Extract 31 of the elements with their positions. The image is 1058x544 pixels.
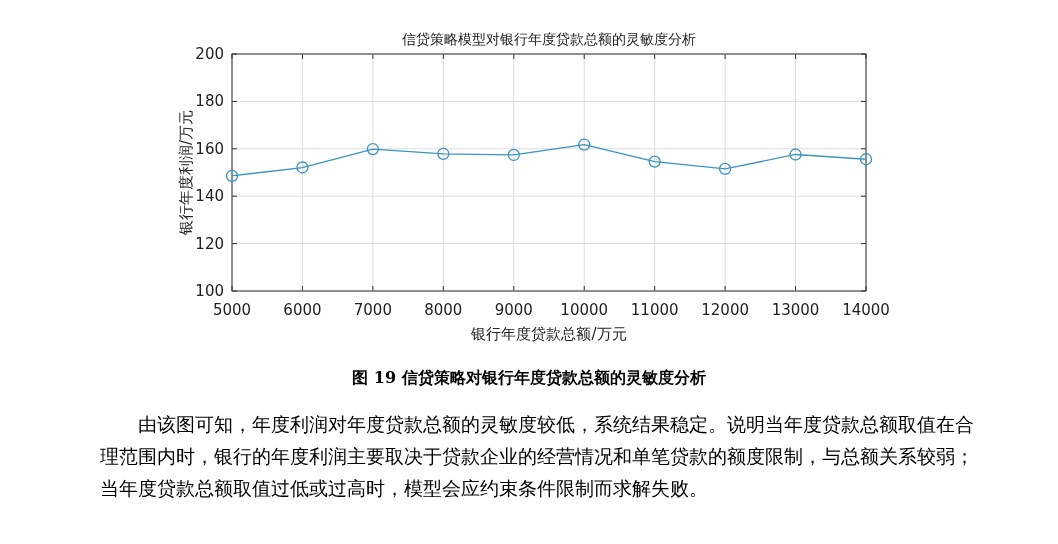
point [296,161,309,174]
x-tick-label: 8000 [424,301,463,319]
x-tick-label: 13000 [771,301,820,319]
point [225,169,239,182]
y-tick-label: 140 [195,187,224,206]
x-tick-label: 7000 [353,301,392,319]
x-tick-label: 10000 [560,301,609,319]
point [859,153,873,166]
chart-title: 信贷策略模型对银行年度贷款总额的灵敏度分析 [402,31,696,47]
y-tick-label: 160 [195,139,224,158]
point [507,148,520,162]
point [789,148,802,161]
x-axis-title: 银行年度贷款总额/万元 [470,325,627,343]
x-tick-label: 11000 [630,301,679,319]
x-tick-label: 12000 [701,301,749,319]
y-tick-label: 100 [195,282,224,300]
point [366,142,380,156]
x-tick-label: 14000 [842,301,890,319]
y-tick-label: 180 [195,92,224,111]
y-axis-title: 银行年度利润/万元 [177,109,195,237]
x-tick-label: 9000 [494,301,533,319]
y-tick-label: 200 [195,45,224,63]
caption: 图 19 信贷策略对银行年度贷款总额的灵敏度分析 [351,368,707,389]
point [437,147,450,160]
y-tick-label: 120 [195,234,224,253]
point [578,138,591,151]
x-tick-label: 5000 [212,301,252,319]
point [648,155,661,168]
x-tick-label: 6000 [283,301,322,319]
text: 由该图可知，年度利润对年度贷款总额的灵敏度较低，系统结果稳定。说明当年度贷款总额取值在合理范围内时，银行的年度利润主要取决于贷款企业的经营情况和单笔贷款的额度限制，与总额关系较弱；当年度贷款总额取值过低或过高时，模型会应约束条件限制而求解失败。 [100,412,975,501]
point [718,162,732,176]
